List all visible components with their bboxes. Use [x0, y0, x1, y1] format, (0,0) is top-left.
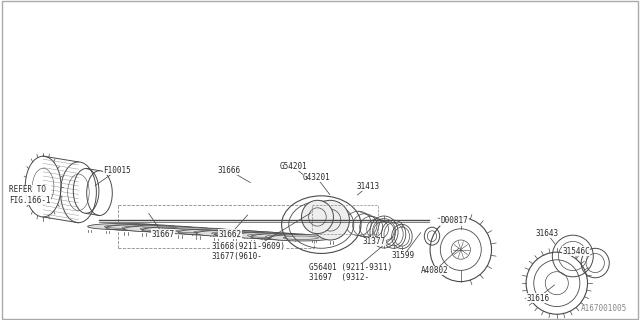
Text: 31667: 31667 [152, 230, 175, 239]
Text: 31377: 31377 [363, 237, 386, 246]
Text: 31546C: 31546C [562, 247, 590, 256]
Ellipse shape [124, 226, 196, 232]
Ellipse shape [88, 223, 162, 230]
Text: G54201: G54201 [279, 162, 307, 171]
Text: 31599: 31599 [392, 252, 415, 260]
Text: 31616: 31616 [526, 294, 549, 303]
Text: A40802: A40802 [421, 266, 449, 275]
Text: 31662: 31662 [219, 230, 242, 239]
Text: 31643: 31643 [536, 229, 559, 238]
Ellipse shape [311, 200, 349, 240]
Ellipse shape [160, 228, 230, 234]
Text: 31413: 31413 [356, 182, 380, 191]
Text: 31668(9211-9609)
31677(9610-: 31668(9211-9609) 31677(9610- [211, 242, 285, 261]
Ellipse shape [232, 232, 299, 239]
Text: A167001005: A167001005 [581, 304, 627, 313]
Text: REFER TO
FIG.166-1: REFER TO FIG.166-1 [9, 186, 51, 205]
Text: G56401 (9211-9311)
31697  (9312-: G56401 (9211-9311) 31697 (9312- [309, 263, 392, 282]
Text: F10015: F10015 [103, 166, 131, 175]
Ellipse shape [196, 230, 264, 236]
Ellipse shape [269, 235, 333, 241]
Text: D00817: D00817 [440, 216, 468, 225]
Text: G43201: G43201 [303, 173, 331, 182]
Text: 31666: 31666 [218, 166, 241, 175]
Ellipse shape [301, 200, 333, 234]
